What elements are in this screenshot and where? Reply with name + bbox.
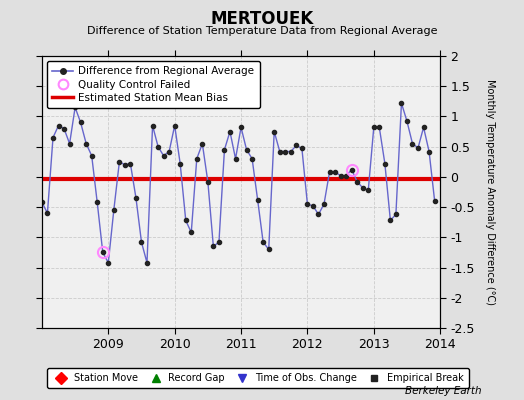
Text: MERTOUEK: MERTOUEK [210, 10, 314, 28]
Text: Difference of Station Temperature Data from Regional Average: Difference of Station Temperature Data f… [87, 26, 437, 36]
Text: Berkeley Earth: Berkeley Earth [406, 386, 482, 396]
Y-axis label: Monthly Temperature Anomaly Difference (°C): Monthly Temperature Anomaly Difference (… [485, 79, 495, 305]
Legend: Station Move, Record Gap, Time of Obs. Change, Empirical Break: Station Move, Record Gap, Time of Obs. C… [47, 368, 468, 388]
